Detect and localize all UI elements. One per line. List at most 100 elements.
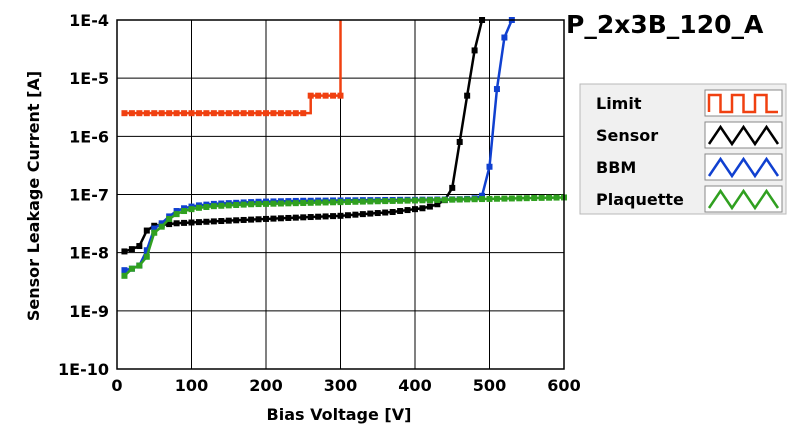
- data-point: [359, 211, 366, 218]
- data-point: [203, 218, 210, 225]
- data-point: [523, 195, 530, 202]
- y-tick-label: 1E-9: [69, 302, 109, 321]
- data-point: [263, 200, 269, 207]
- y-tick-label: 1E-8: [69, 244, 109, 263]
- data-point: [344, 212, 351, 219]
- data-point: [531, 195, 538, 202]
- data-point: [143, 227, 150, 234]
- data-point: [188, 206, 195, 213]
- data-point: [344, 198, 351, 205]
- data-point: [128, 110, 135, 117]
- data-point: [493, 195, 500, 202]
- data-point: [479, 196, 486, 203]
- data-point: [434, 201, 441, 208]
- data-point: [255, 216, 262, 223]
- data-point: [315, 199, 322, 206]
- data-point: [441, 196, 448, 203]
- data-point: [136, 110, 143, 117]
- chart-title: P_2x3B_120_A: [566, 10, 764, 39]
- data-point: [285, 110, 292, 117]
- data-point: [382, 209, 389, 216]
- data-point: [404, 207, 411, 214]
- data-point: [382, 198, 389, 205]
- data-point: [367, 210, 374, 217]
- data-point: [143, 110, 150, 117]
- data-point: [270, 110, 277, 117]
- y-axis-title: Sensor Leakage Current [A]: [24, 71, 43, 321]
- data-point: [218, 218, 225, 225]
- data-point: [337, 199, 344, 206]
- data-point: [397, 197, 404, 204]
- data-point: [322, 213, 329, 220]
- data-point: [195, 110, 202, 117]
- data-point: [486, 163, 493, 170]
- data-point: [322, 92, 329, 99]
- data-point: [181, 219, 188, 226]
- data-point: [538, 194, 545, 201]
- data-point: [121, 272, 128, 279]
- data-point: [479, 192, 486, 199]
- data-point: [501, 195, 508, 202]
- data-point: [352, 198, 359, 205]
- data-point: [195, 204, 202, 211]
- legend: Limit Sensor BBM Plaquette: [579, 83, 787, 215]
- data-point: [166, 215, 173, 222]
- data-point: [486, 195, 493, 202]
- data-point: [143, 253, 150, 260]
- data-point: [412, 206, 418, 213]
- data-point: [292, 110, 299, 117]
- data-point: [330, 92, 337, 99]
- legend-item-plaquette: Plaquette: [596, 185, 783, 213]
- x-axis-title: Bias Voltage [V]: [267, 405, 412, 424]
- data-point: [374, 210, 381, 217]
- data-point: [233, 217, 240, 224]
- data-point: [337, 92, 344, 99]
- data-point: [330, 213, 337, 220]
- series-plaquette: [121, 194, 567, 279]
- data-point: [248, 216, 255, 223]
- legend-label: BBM: [596, 158, 636, 177]
- legend-swatch: [707, 188, 780, 211]
- plot-frame: [116, 19, 565, 370]
- legend-swatch: [707, 93, 778, 114]
- data-point: [121, 248, 128, 255]
- data-point: [471, 196, 478, 203]
- data-point: [300, 214, 307, 221]
- data-point: [173, 110, 180, 117]
- data-point: [330, 199, 337, 206]
- y-tick-label: 1E-10: [58, 360, 109, 379]
- x-tick-label: 100: [175, 376, 208, 395]
- data-point: [151, 229, 158, 236]
- data-point: [516, 195, 523, 202]
- series-layer: [121, 17, 567, 279]
- data-point: [210, 203, 217, 210]
- data-point: [225, 217, 232, 224]
- data-point: [233, 201, 240, 208]
- data-point: [292, 200, 299, 207]
- data-point: [263, 110, 269, 117]
- data-point: [501, 34, 508, 41]
- legend-label: Plaquette: [596, 190, 684, 209]
- data-point: [471, 47, 478, 54]
- data-point: [337, 212, 344, 219]
- data-point: [292, 214, 299, 221]
- data-point: [456, 196, 463, 203]
- data-point: [300, 199, 307, 206]
- data-point: [255, 201, 262, 208]
- data-point: [389, 209, 396, 216]
- data-point: [128, 265, 135, 272]
- data-point: [203, 110, 210, 117]
- data-point: [210, 218, 217, 225]
- data-point: [173, 220, 180, 227]
- x-tick-label: 400: [398, 376, 431, 395]
- data-point: [397, 208, 404, 215]
- data-point: [248, 201, 255, 208]
- data-point: [322, 199, 329, 206]
- data-point: [225, 202, 232, 209]
- data-point: [277, 200, 284, 207]
- data-point: [419, 205, 426, 212]
- data-point: [263, 215, 269, 222]
- y-tick-label: 1E-5: [69, 69, 109, 88]
- legend-item-bbm: BBM: [596, 153, 783, 181]
- data-point: [173, 208, 180, 215]
